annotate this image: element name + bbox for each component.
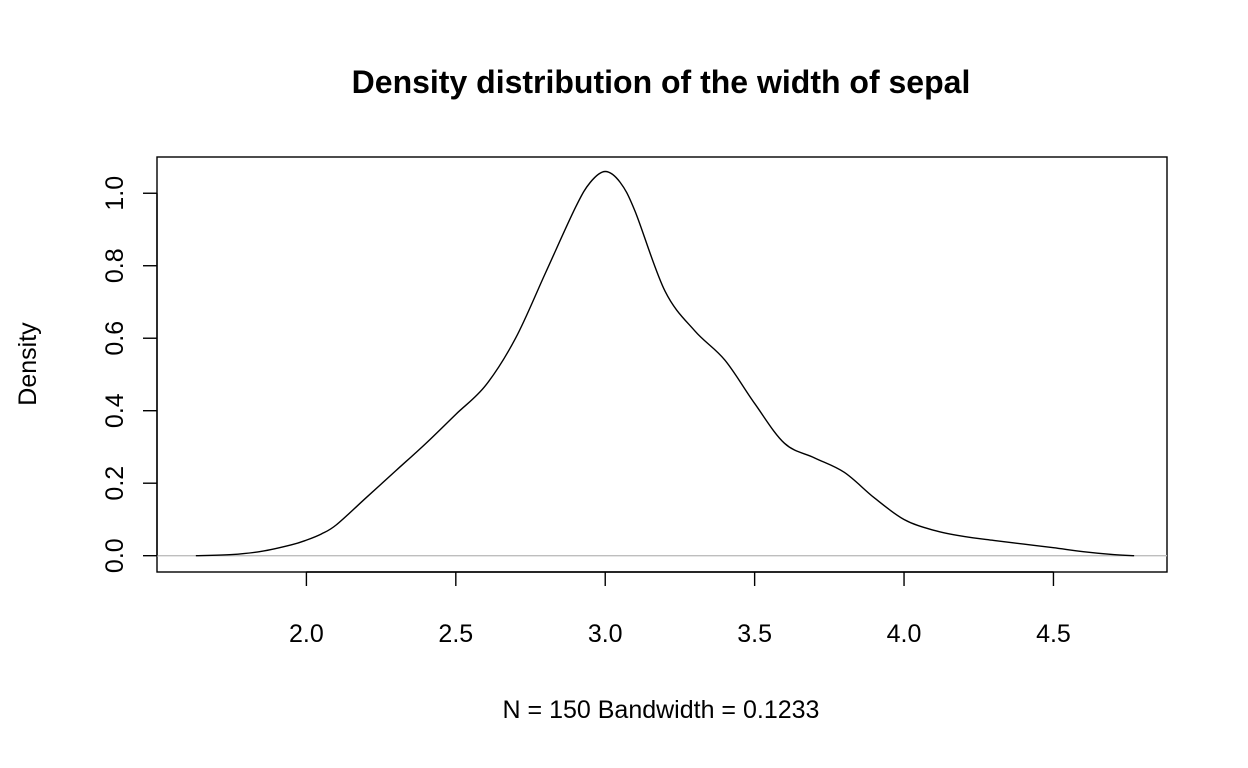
y-tick-label: 0.0 xyxy=(101,538,129,573)
x-tick-label: 4.5 xyxy=(1036,620,1071,648)
chart-title: Density distribution of the width of sep… xyxy=(352,64,971,100)
density-curve xyxy=(195,170,1135,557)
y-tick-label: 0.6 xyxy=(101,321,129,356)
x-tick-label: 4.0 xyxy=(887,620,922,648)
y-axis-label: Density xyxy=(14,322,42,406)
x-axis-label: N = 150 Bandwidth = 0.1233 xyxy=(503,696,820,724)
x-tick-label: 2.5 xyxy=(438,620,473,648)
y-tick-label: 0.4 xyxy=(101,393,129,428)
y-tick-label: 0.8 xyxy=(101,248,129,283)
y-tick-label: 0.2 xyxy=(101,466,129,501)
y-axis: 0.0 0.2 0.4 0.6 0.8 1.0 xyxy=(101,176,158,573)
x-axis: 2.0 2.5 3.0 3.5 4.0 4.5 xyxy=(289,571,1071,648)
x-tick-label: 2.0 xyxy=(289,620,324,648)
plot-area-frame xyxy=(156,156,1168,573)
x-tick-label: 3.0 xyxy=(588,620,623,648)
x-tick-label: 3.5 xyxy=(737,620,772,648)
y-tick-label: 1.0 xyxy=(101,176,129,211)
